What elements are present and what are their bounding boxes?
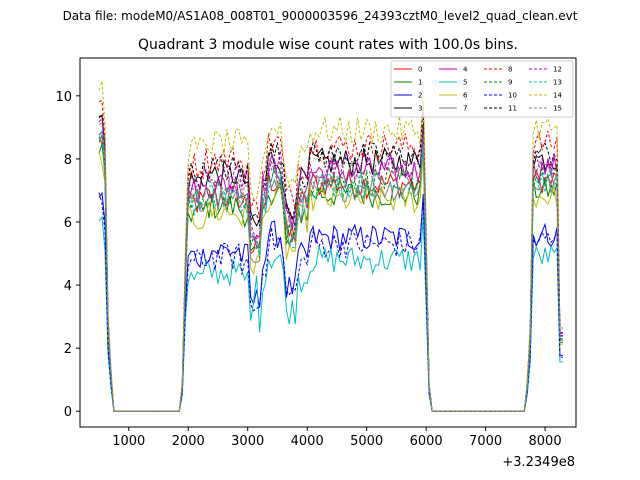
series-line-4 xyxy=(98,130,563,412)
legend-label-13: 13 xyxy=(553,79,562,87)
y-tick-label: 4 xyxy=(64,279,72,294)
legend-label-2: 2 xyxy=(418,92,422,100)
legend-label-11: 11 xyxy=(508,105,517,113)
legend-label-15: 15 xyxy=(553,105,562,113)
x-tick-label: 1000 xyxy=(112,434,145,449)
x-tick-label: 6000 xyxy=(410,434,443,449)
legend-label-5: 5 xyxy=(463,79,467,87)
x-tick-label: 7000 xyxy=(469,434,502,449)
legend-label-14: 14 xyxy=(553,92,562,100)
legend-label-1: 1 xyxy=(418,79,422,87)
y-tick-label: 8 xyxy=(64,153,72,168)
series-line-11 xyxy=(98,104,563,412)
legend-box xyxy=(390,60,574,118)
series-line-14 xyxy=(98,80,563,412)
x-tick-label: 3000 xyxy=(231,434,264,449)
series-line-13 xyxy=(98,129,563,412)
legend-label-4: 4 xyxy=(463,66,468,74)
series-line-15 xyxy=(98,122,563,412)
axis-ticks: 1000 2000 3000 4000 5000 6000 7000 8000 0 2 4 6 8 10 xyxy=(55,90,561,449)
series-line-6 xyxy=(98,151,563,412)
series-line-2 xyxy=(98,191,563,412)
chart-title: Quadrant 3 module wise count rates with … xyxy=(138,37,518,53)
series-line-1 xyxy=(98,143,563,412)
series-line-5 xyxy=(98,214,563,412)
x-offset-label: +3.2349e8 xyxy=(502,455,575,470)
x-tick-label: 8000 xyxy=(529,434,562,449)
legend-label-7: 7 xyxy=(463,105,467,113)
legend-label-0: 0 xyxy=(418,66,422,74)
x-tick-label: 2000 xyxy=(172,434,205,449)
series-line-10 xyxy=(98,192,563,412)
x-tick-label: 5000 xyxy=(350,434,383,449)
legend-label-10: 10 xyxy=(508,92,517,100)
x-tick-label: 4000 xyxy=(291,434,324,449)
y-tick-label: 0 xyxy=(64,405,72,420)
plot-frame xyxy=(79,57,577,428)
y-tick-label: 10 xyxy=(55,90,72,105)
legend-label-12: 12 xyxy=(553,66,562,74)
legend-label-3: 3 xyxy=(418,105,422,113)
chart-suptitle: Data file: modeM0/AS1A08_008T01_90000035… xyxy=(63,9,578,23)
y-tick-label: 2 xyxy=(64,342,72,357)
series-line-7 xyxy=(98,135,563,412)
legend-label-6: 6 xyxy=(463,92,468,100)
series-layer xyxy=(98,80,563,412)
y-tick-label: 6 xyxy=(64,216,72,231)
legend-label-8: 8 xyxy=(508,66,512,74)
legend-label-9: 9 xyxy=(508,79,512,87)
